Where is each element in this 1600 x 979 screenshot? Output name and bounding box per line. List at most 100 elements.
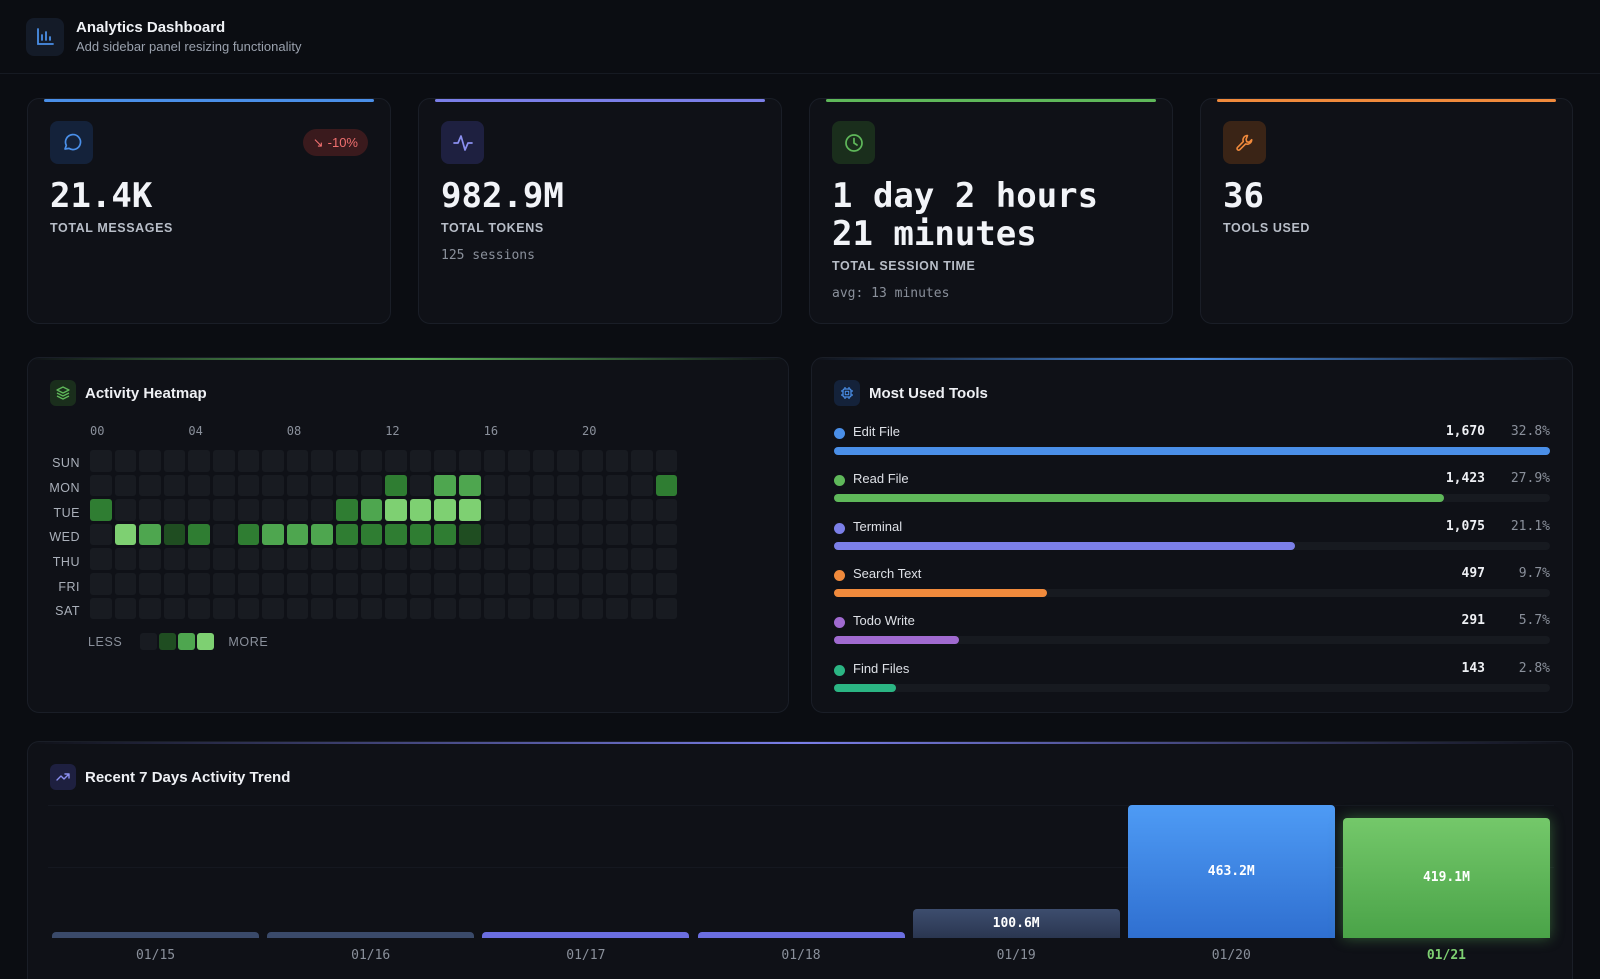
heatmap-cell[interactable] [458, 450, 481, 472]
tool-row[interactable]: Todo Write 291 5.7% [834, 613, 1550, 653]
heatmap-cell[interactable] [114, 474, 137, 497]
heatmap-cell[interactable] [557, 474, 579, 497]
heatmap-cell[interactable] [631, 450, 653, 472]
heatmap-cell[interactable] [606, 474, 629, 497]
heatmap-cell[interactable] [483, 499, 506, 521]
heatmap-cell[interactable] [139, 499, 161, 521]
trend-bar[interactable]: 463.2M [1127, 805, 1335, 938]
heatmap-cell[interactable] [163, 548, 186, 570]
heatmap-cell[interactable] [163, 523, 186, 546]
heatmap-cell[interactable] [434, 548, 456, 570]
heatmap-cell[interactable] [311, 597, 333, 620]
heatmap-cell[interactable] [139, 597, 161, 620]
heatmap-cell[interactable] [90, 499, 112, 521]
heatmap-cell[interactable] [385, 523, 407, 546]
heatmap-cell[interactable] [458, 548, 481, 570]
heatmap-cell[interactable] [483, 450, 506, 472]
trend-bar[interactable]: 100.6M [912, 909, 1120, 938]
heatmap-cell[interactable] [237, 523, 260, 546]
heatmap-cell[interactable] [508, 572, 530, 595]
heatmap-cell[interactable] [434, 597, 456, 620]
heatmap-cell[interactable] [631, 499, 653, 521]
tool-row[interactable]: Terminal 1,075 21.1% [834, 519, 1550, 559]
heatmap-cell[interactable] [606, 523, 629, 546]
heatmap-cell[interactable] [385, 548, 407, 570]
heatmap-cell[interactable] [483, 548, 506, 570]
heatmap-cell[interactable] [385, 450, 407, 472]
heatmap-cell[interactable] [311, 548, 333, 570]
heatmap-cell[interactable] [606, 548, 629, 570]
heatmap-cell[interactable] [458, 572, 481, 595]
heatmap-cell[interactable] [237, 572, 260, 595]
heatmap-cell[interactable] [458, 474, 481, 497]
heatmap-cell[interactable] [311, 474, 333, 497]
trend-bar[interactable] [267, 932, 475, 938]
heatmap-cell[interactable] [212, 450, 235, 472]
heatmap-cell[interactable] [409, 572, 432, 595]
heatmap-cell[interactable] [532, 548, 555, 570]
heatmap-cell[interactable] [114, 499, 137, 521]
heatmap-cell[interactable] [508, 474, 530, 497]
heatmap-cell[interactable] [532, 572, 555, 595]
heatmap-cell[interactable] [237, 474, 260, 497]
heatmap-cell[interactable] [335, 597, 358, 620]
heatmap-cell[interactable] [581, 499, 604, 521]
heatmap-cell[interactable] [508, 523, 530, 546]
heatmap-cell[interactable] [483, 597, 506, 620]
heatmap-cell[interactable] [606, 597, 629, 620]
heatmap-cell[interactable] [360, 499, 383, 521]
heatmap-cell[interactable] [335, 450, 358, 472]
heatmap-cell[interactable] [188, 523, 210, 546]
heatmap-cell[interactable] [90, 597, 112, 620]
heatmap-cell[interactable] [262, 450, 284, 472]
heatmap-cell[interactable] [262, 499, 284, 521]
heatmap-cell[interactable] [311, 499, 333, 521]
heatmap-cell[interactable] [434, 523, 456, 546]
heatmap-cell[interactable] [557, 450, 579, 472]
heatmap-cell[interactable] [631, 597, 653, 620]
heatmap-cell[interactable] [532, 474, 555, 497]
heatmap-cell[interactable] [385, 474, 407, 497]
heatmap-cell[interactable] [139, 548, 161, 570]
heatmap-cell[interactable] [237, 450, 260, 472]
heatmap-cell[interactable] [557, 548, 579, 570]
heatmap-cell[interactable] [90, 523, 112, 546]
tool-row[interactable]: Find Files 143 2.8% [834, 661, 1550, 701]
heatmap-cell[interactable] [360, 548, 383, 570]
heatmap-cell[interactable] [90, 474, 112, 497]
heatmap-cell[interactable] [557, 597, 579, 620]
heatmap-cell[interactable] [581, 523, 604, 546]
heatmap-cell[interactable] [139, 572, 161, 595]
heatmap-cell[interactable] [458, 523, 481, 546]
heatmap-cell[interactable] [606, 499, 629, 521]
trend-bar[interactable] [697, 932, 905, 938]
heatmap-cell[interactable] [655, 548, 678, 570]
heatmap-cell[interactable] [139, 474, 161, 497]
heatmap-cell[interactable] [581, 572, 604, 595]
heatmap-cell[interactable] [114, 597, 137, 620]
heatmap-cell[interactable] [532, 499, 555, 521]
heatmap-cell[interactable] [631, 523, 653, 546]
heatmap-cell[interactable] [606, 450, 629, 472]
heatmap-cell[interactable] [434, 474, 456, 497]
heatmap-cell[interactable] [114, 548, 137, 570]
heatmap-cell[interactable] [311, 572, 333, 595]
heatmap-cell[interactable] [163, 597, 186, 620]
heatmap-cell[interactable] [409, 450, 432, 472]
heatmap-cell[interactable] [508, 450, 530, 472]
heatmap-cell[interactable] [286, 523, 309, 546]
heatmap-cell[interactable] [163, 450, 186, 472]
heatmap-cell[interactable] [508, 597, 530, 620]
heatmap-cell[interactable] [532, 597, 555, 620]
heatmap-cell[interactable] [631, 572, 653, 595]
heatmap-cell[interactable] [483, 523, 506, 546]
heatmap-cell[interactable] [335, 499, 358, 521]
heatmap-cell[interactable] [237, 499, 260, 521]
heatmap-cell[interactable] [655, 523, 678, 546]
heatmap-cell[interactable] [311, 523, 333, 546]
heatmap-cell[interactable] [262, 474, 284, 497]
heatmap-cell[interactable] [188, 597, 210, 620]
heatmap-cell[interactable] [655, 597, 678, 620]
tool-row[interactable]: Edit File 1,670 32.8% [834, 424, 1550, 464]
heatmap-cell[interactable] [90, 572, 112, 595]
